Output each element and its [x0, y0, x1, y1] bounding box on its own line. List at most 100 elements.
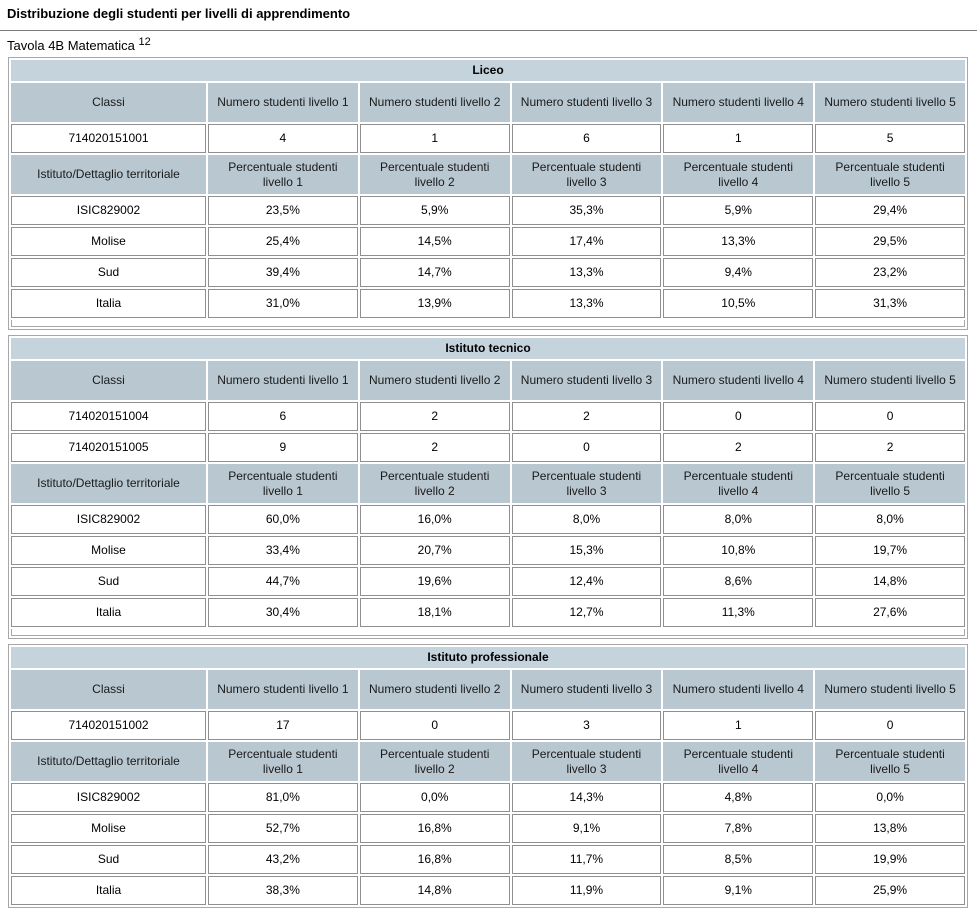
- header-cell: Percentuale studenti livello 4: [663, 155, 814, 194]
- table-cell: 17: [208, 711, 358, 740]
- table-cell: 14,8%: [359, 876, 510, 905]
- table-cell: 5,9%: [663, 196, 814, 225]
- table-cell: 13,8%: [815, 814, 965, 843]
- header-cell: Numero studenti livello 3: [511, 670, 662, 709]
- header-cell: Percentuale studenti livello 4: [663, 742, 814, 781]
- table-cell: 16,0%: [359, 505, 510, 534]
- header-cell: Numero studenti livello 3: [511, 83, 662, 122]
- table-cell: Italia: [11, 598, 206, 627]
- table-cell: 8,0%: [815, 505, 965, 534]
- table-row: Sud 43,2% 16,8% 11,7% 8,5% 19,9%: [11, 845, 965, 874]
- table-cell: 6: [511, 124, 662, 153]
- header-cell: Numero studenti livello 1: [208, 670, 358, 709]
- table-cell: 6: [208, 402, 358, 431]
- class-header-row: Classi Numero studenti livello 1 Numero …: [11, 83, 965, 122]
- territory-header-row: Istituto/Dettaglio territoriale Percentu…: [11, 742, 965, 781]
- table-cell: 19,6%: [359, 567, 510, 596]
- header-cell: Numero studenti livello 1: [208, 83, 358, 122]
- table-cell: 18,1%: [359, 598, 510, 627]
- table-cell: 8,0%: [663, 505, 814, 534]
- table-cell: 14,3%: [511, 783, 662, 812]
- table-row: Sud 44,7% 19,6% 12,4% 8,6% 14,8%: [11, 567, 965, 596]
- table-cell: 714020151002: [11, 711, 206, 740]
- header-cell: Istituto/Dettaglio territoriale: [11, 155, 206, 194]
- section-title: Istituto tecnico: [11, 338, 965, 359]
- table-cell: 0: [359, 711, 510, 740]
- table-cell: 11,9%: [511, 876, 662, 905]
- table-cell: 3: [511, 711, 662, 740]
- table-cell: 13,3%: [663, 227, 814, 256]
- header-cell: Numero studenti livello 4: [663, 361, 814, 400]
- header-cell: Istituto/Dettaglio territoriale: [11, 742, 206, 781]
- table-cell: 13,3%: [511, 289, 662, 318]
- section-istituto-tecnico: Istituto tecnico Classi Numero studenti …: [8, 335, 968, 639]
- table-cell: 39,4%: [208, 258, 358, 287]
- table-cell: 7,8%: [663, 814, 814, 843]
- class-header-row: Classi Numero studenti livello 1 Numero …: [11, 361, 965, 400]
- table-cell: 43,2%: [208, 845, 358, 874]
- table-cell: 2: [663, 433, 814, 462]
- header-cell: Numero studenti livello 5: [815, 83, 965, 122]
- table-cell: 8,0%: [511, 505, 662, 534]
- table-cell: 714020151005: [11, 433, 206, 462]
- table-cell: Sud: [11, 567, 206, 596]
- section-title: Liceo: [11, 60, 965, 81]
- table-row: Molise 33,4% 20,7% 15,3% 10,8% 19,7%: [11, 536, 965, 565]
- table-cell: 17,4%: [511, 227, 662, 256]
- table-cell: 1: [663, 711, 814, 740]
- title-divider: [0, 30, 977, 31]
- table-cell: 0: [815, 711, 965, 740]
- table-cell: 16,8%: [359, 814, 510, 843]
- table-cell: 14,8%: [815, 567, 965, 596]
- table-row: 714020151002 17 0 3 1 0: [11, 711, 965, 740]
- table-cell: 19,7%: [815, 536, 965, 565]
- header-cell: Percentuale studenti livello 4: [663, 464, 814, 503]
- table-liceo: Liceo Classi Numero studenti livello 1 N…: [9, 58, 967, 320]
- table-istituto-professionale: Istituto professionale Classi Numero stu…: [9, 645, 967, 907]
- table-row: ISIC829002 81,0% 0,0% 14,3% 4,8% 0,0%: [11, 783, 965, 812]
- table-cell: 9,1%: [663, 876, 814, 905]
- table-cell: 0,0%: [815, 783, 965, 812]
- section-liceo: Liceo Classi Numero studenti livello 1 N…: [8, 57, 968, 330]
- section-istituto-professionale: Istituto professionale Classi Numero stu…: [8, 644, 968, 908]
- table-row: Italia 30,4% 18,1% 12,7% 11,3% 27,6%: [11, 598, 965, 627]
- table-cell: 0,0%: [359, 783, 510, 812]
- section-footer: [11, 320, 965, 327]
- header-cell: Numero studenti livello 1: [208, 361, 358, 400]
- header-cell: Percentuale studenti livello 5: [815, 464, 965, 503]
- header-cell: Percentuale studenti livello 5: [815, 742, 965, 781]
- table-cell: Molise: [11, 227, 206, 256]
- table-row: Sud 39,4% 14,7% 13,3% 9,4% 23,2%: [11, 258, 965, 287]
- table-cell: 2: [511, 402, 662, 431]
- header-cell: Percentuale studenti livello 2: [359, 155, 510, 194]
- table-row: Molise 25,4% 14,5% 17,4% 13,3% 29,5%: [11, 227, 965, 256]
- table-cell: 4,8%: [663, 783, 814, 812]
- table-cell: 35,3%: [511, 196, 662, 225]
- table-cell: 30,4%: [208, 598, 358, 627]
- table-cell: 11,7%: [511, 845, 662, 874]
- class-header-row: Classi Numero studenti livello 1 Numero …: [11, 670, 965, 709]
- table-cell: 8,5%: [663, 845, 814, 874]
- header-cell: Percentuale studenti livello 1: [208, 464, 358, 503]
- table-cell: 11,3%: [663, 598, 814, 627]
- territory-header-row: Istituto/Dettaglio territoriale Percentu…: [11, 464, 965, 503]
- table-cell: ISIC829002: [11, 505, 206, 534]
- table-row: ISIC829002 60,0% 16,0% 8,0% 8,0% 8,0%: [11, 505, 965, 534]
- table-cell: 0: [511, 433, 662, 462]
- table-row: Italia 31,0% 13,9% 13,3% 10,5% 31,3%: [11, 289, 965, 318]
- table-cell: 714020151004: [11, 402, 206, 431]
- table-row: 714020151005 9 2 0 2 2: [11, 433, 965, 462]
- table-cell: 81,0%: [208, 783, 358, 812]
- table-cell: Molise: [11, 814, 206, 843]
- table-cell: Sud: [11, 258, 206, 287]
- table-cell: 27,6%: [815, 598, 965, 627]
- table-cell: Sud: [11, 845, 206, 874]
- table-cell: 60,0%: [208, 505, 358, 534]
- table-caption-footnote: 12: [138, 36, 151, 48]
- table-cell: 2: [815, 433, 965, 462]
- table-cell: Italia: [11, 289, 206, 318]
- table-row: ISIC829002 23,5% 5,9% 35,3% 5,9% 29,4%: [11, 196, 965, 225]
- table-cell: 16,8%: [359, 845, 510, 874]
- table-cell: 14,7%: [359, 258, 510, 287]
- header-cell: Classi: [11, 83, 206, 122]
